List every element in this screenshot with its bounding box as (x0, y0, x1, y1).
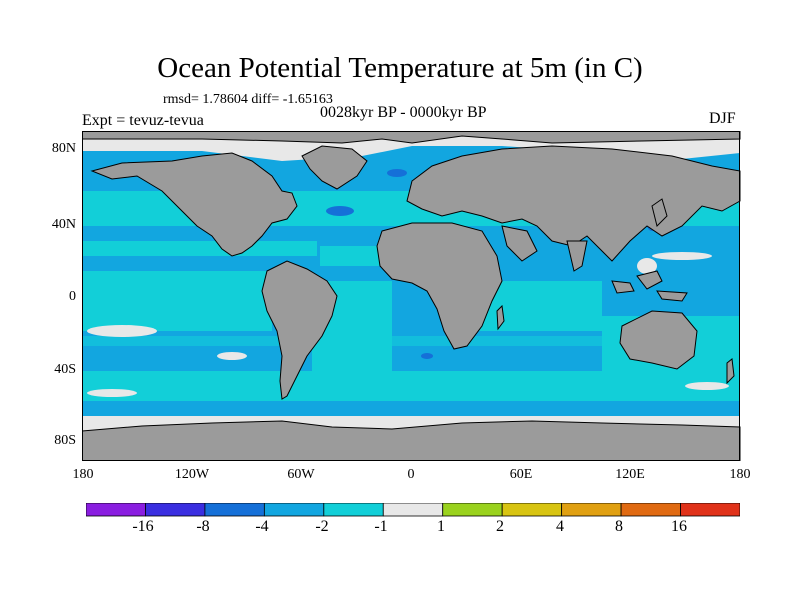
lat-tick-0: 0 (69, 289, 76, 304)
lon-tick-0: 0 (407, 467, 415, 482)
colorbar-swatch (145, 503, 206, 517)
colorbar-swatch (382, 503, 444, 517)
colorbar-label: 1 (437, 518, 445, 535)
season-label: DJF (709, 110, 736, 127)
colorbar-label: 16 (671, 518, 687, 535)
colorbar-label: -8 (196, 518, 210, 535)
lon-tick-60e: 60E (509, 467, 533, 482)
lat-tick-80N: 80N (51, 141, 76, 156)
colorbar-swatch (263, 503, 325, 517)
colorbar-swatch (620, 503, 681, 517)
colorbar-swatch (86, 503, 146, 517)
colorbar-swatch (501, 503, 563, 517)
colorbar-label: -4 (255, 518, 269, 535)
colorbar-label: 2 (496, 518, 504, 535)
colorbar-swatch (561, 503, 622, 517)
lon-tick-180w: 180 (72, 467, 94, 482)
colorbar (86, 503, 740, 517)
lon-tick-180e: 180 (729, 467, 751, 482)
ocean-temperature-map (82, 131, 741, 461)
plot-title: Ocean Potential Temperature at 5m (in C) (157, 52, 643, 84)
colorbar-swatch (323, 503, 384, 517)
land-masses (82, 131, 741, 461)
colorbar-swatch (680, 503, 740, 517)
lon-tick-60w: 60W (287, 467, 315, 482)
lat-tick-40S: 40S (54, 362, 76, 377)
stats-text: rmsd= 1.78604 diff= -1.65163 (163, 92, 333, 107)
colorbar-label: -16 (132, 518, 154, 535)
colorbar-label: -2 (315, 518, 329, 535)
colorbar-label: -1 (374, 518, 388, 535)
lat-tick-40N: 40N (51, 217, 76, 232)
map-frame (82, 131, 740, 461)
colorbar-swatch (442, 503, 503, 517)
period-label: 0028kyr BP - 0000kyr BP (320, 104, 487, 121)
lat-tick-80S: 80S (54, 433, 76, 448)
experiment-label: Expt = tevuz-tevua (82, 112, 204, 129)
colorbar-label: 8 (615, 518, 623, 535)
colorbar-label: 4 (556, 518, 564, 535)
colorbar-swatch (204, 503, 265, 517)
lon-tick-120e: 120E (615, 467, 645, 482)
lon-tick-120w: 120W (174, 467, 210, 482)
